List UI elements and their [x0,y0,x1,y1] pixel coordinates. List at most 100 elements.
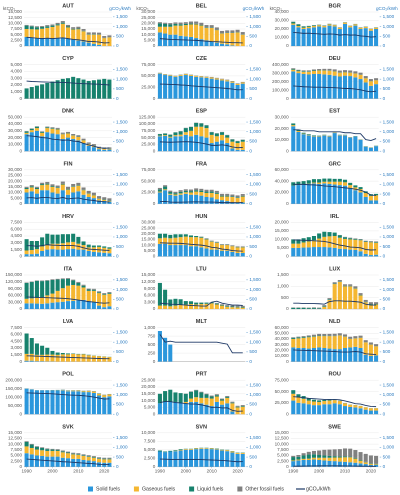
y2-tick-label: 1,500 [116,14,128,19]
bar-segment [60,37,65,46]
bar-segment [209,303,214,309]
bar-segment [317,182,322,184]
bar-segment [209,191,214,193]
bar-segment [363,462,368,465]
bar-segment [214,193,219,200]
bar-segment [76,390,81,392]
bar-segment [163,233,168,238]
y2-tick-label: 500 [383,454,391,459]
bar-segment [65,137,71,152]
bar-segment [204,76,209,78]
bar-segment [65,189,71,190]
bar-segment [225,403,230,415]
bar-segment [327,400,332,405]
bar-segment [363,240,368,242]
bar-segment [235,405,240,407]
bar-segment [183,403,188,415]
y2-tick-label: 1,500 [383,330,395,335]
bar-segment [343,348,348,362]
bar-segment [343,72,348,76]
bar-segment [337,457,342,462]
bar-segment [343,75,348,99]
y2-tick-label: 0 [383,43,386,48]
bar-segment [188,401,193,415]
y2-tick-label: 1,000 [249,24,261,29]
bar-segment [34,253,39,257]
bar-segment [301,247,306,257]
y2-tick-label: 0 [249,43,252,48]
bar-segment [337,72,342,77]
bar-segment [86,392,91,415]
bar-segment [296,70,301,72]
bar-segment [183,190,188,193]
bar-segment [235,141,240,144]
panel-title: POL [62,372,74,378]
bar-segment [317,455,322,458]
bar-segment [353,457,358,459]
bar-segment [343,406,348,415]
bar-segment [327,399,332,401]
bar-segment [107,306,112,309]
bar-segment [317,450,322,456]
bar-segment [86,456,91,457]
bar-segment [220,79,225,81]
bar-segment [24,303,29,309]
y-tick-label: 300,000 [272,70,289,75]
y2-tick-label: 500 [249,244,257,249]
bar-segment [322,348,327,362]
bar-segment [306,398,311,401]
bar-segment [29,37,34,46]
y2-axis-unit: gCO₂/kWh [243,6,265,11]
bar-segment [65,453,71,459]
bar-segment [24,187,29,190]
bar-segment [311,247,316,257]
bar-segment [322,333,327,336]
bar-segment [97,34,102,45]
bar-segment [332,232,337,236]
bar-segment [102,457,107,459]
y-tick-label: 3,000 [11,240,23,245]
bar-segment [50,390,55,415]
bar-segment [86,288,91,290]
bar-segment [204,125,209,129]
bar-segment [348,187,353,204]
bar-segment [301,134,306,152]
bar-segment [301,242,306,248]
bar-segment [40,26,45,29]
bar-segment [353,77,358,99]
bar-segment [29,447,34,455]
bar-segment [34,29,39,39]
bar-segment [29,303,34,309]
bar-segment [71,284,76,301]
bar-segment [65,234,71,243]
bar-segment [60,457,65,467]
bar-segment [34,249,39,254]
y-tick-label: 4,000 [11,69,23,74]
bar-segment [368,81,373,86]
bar-segment [76,185,81,192]
bar-segment [183,134,188,152]
bar-segment [65,285,71,302]
bar-segment [220,33,225,44]
bar-segment [301,336,306,337]
bar-segment [337,281,342,309]
bar-segment [188,136,193,152]
bar-segment [374,200,379,204]
y-tick-label: 5,000 [11,32,23,37]
bar-segment [317,400,322,402]
y-tick-label: 2,000 [11,82,23,87]
bar-segment [40,237,45,247]
bar-segment [322,449,327,456]
y2-tick-label: 1,500 [249,435,261,440]
bar-segment [240,406,245,415]
bar-segment [71,76,76,99]
bar-segment [24,282,29,299]
bar-segment [240,306,245,308]
bar-segment [291,390,296,394]
bar-segment [230,148,235,152]
bar-segment [81,391,86,393]
bar-segment [173,237,178,246]
bar-segment [322,455,327,458]
legend-label: Liquid fuels [197,486,224,492]
